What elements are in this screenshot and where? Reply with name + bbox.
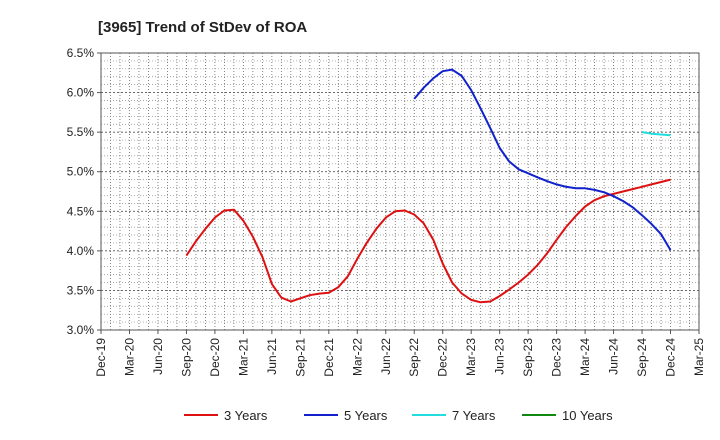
x-tick-label: Mar-23	[464, 338, 478, 376]
x-tick-label: Dec-22	[436, 338, 450, 377]
y-tick-label: 3.0%	[67, 323, 95, 337]
x-tick-label: Dec-23	[550, 338, 564, 377]
x-tick-label: Sep-22	[407, 338, 421, 377]
y-tick-label: 3.5%	[67, 283, 95, 297]
x-tick-label: Jun-20	[151, 338, 165, 375]
x-tick-label: Dec-24	[664, 338, 678, 377]
y-tick-label: 4.0%	[67, 244, 95, 258]
x-tick-label: Sep-23	[521, 338, 535, 377]
x-tick-label: Sep-20	[179, 338, 193, 377]
x-tick-label: Jun-21	[265, 338, 279, 375]
plot-frame	[100, 52, 700, 331]
x-tick-label: Dec-21	[322, 338, 336, 377]
series-line-3-years	[185, 178, 671, 304]
x-tick-label: Jun-22	[379, 338, 393, 375]
x-tick-label: Jun-23	[493, 338, 507, 375]
x-tick-label: Mar-21	[236, 338, 250, 376]
x-tick-labels: Dec-19 Mar-20 Jun-20 Sep-20 Dec-20 Mar-21 Jun-…	[94, 330, 706, 377]
legend-item: 7 Years	[412, 408, 496, 423]
y-tick-label: 4.5%	[67, 204, 95, 218]
y-tick-label: 5.5%	[67, 125, 95, 139]
grid-lines	[101, 53, 699, 330]
y-tick-label: 6.0%	[67, 86, 95, 100]
x-tick-label: Sep-24	[635, 338, 649, 377]
x-tick-label: Mar-25	[692, 338, 706, 376]
x-tick-label: Mar-22	[350, 338, 364, 376]
legend: 3 Years 5 Years 7 Years 10 Years	[184, 408, 613, 423]
legend-label: 5 Years	[344, 408, 388, 423]
legend-label: 3 Years	[224, 408, 268, 423]
legend-item: 5 Years	[304, 408, 388, 423]
y-tick-label: 5.0%	[67, 165, 95, 179]
x-tick-label: Dec-20	[208, 338, 222, 377]
legend-label: 10 Years	[562, 408, 613, 423]
axes	[100, 52, 700, 331]
chart-title: [3965] Trend of StDev of ROA	[98, 19, 307, 36]
x-tick-label: Jun-24	[607, 338, 621, 375]
y-tick-label: 6.5%	[67, 46, 95, 60]
y-tick-labels: 3.0% 3.5% 4.0% 4.5% 5.0% 5.5% 6.0% 6.5%	[67, 46, 101, 337]
x-tick-label: Sep-21	[293, 338, 307, 377]
series-line-5-years	[413, 68, 672, 251]
series-line-7-years	[641, 131, 671, 137]
legend-item: 10 Years	[522, 408, 613, 423]
legend-item: 3 Years	[184, 408, 268, 423]
x-tick-label: Dec-19	[94, 338, 108, 377]
x-tick-label: Mar-24	[578, 338, 592, 376]
x-tick-label: Mar-20	[122, 338, 136, 376]
series-lines	[185, 68, 672, 304]
legend-label: 7 Years	[452, 408, 496, 423]
